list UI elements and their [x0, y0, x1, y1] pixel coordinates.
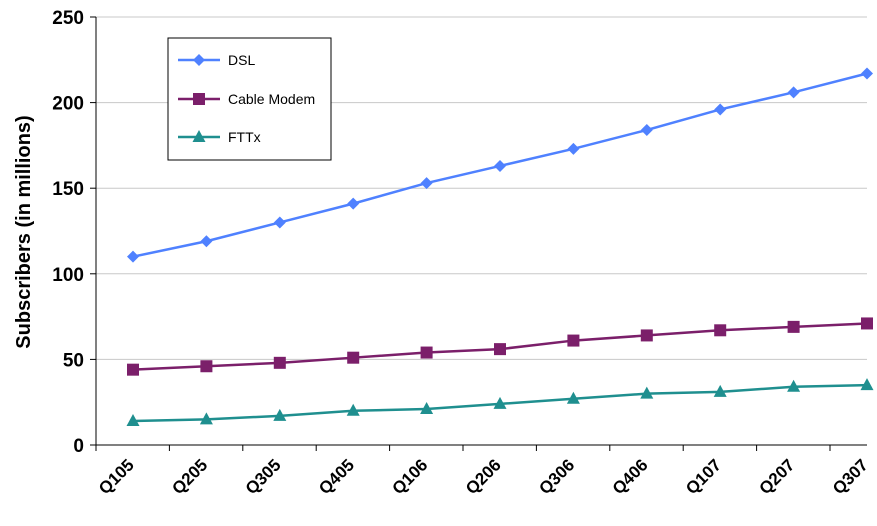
- x-tick-label: Q107: [682, 455, 725, 498]
- data-point-marker: [787, 320, 800, 333]
- x-tick-label: Q406: [609, 455, 652, 498]
- x-tick-label: Q105: [95, 455, 138, 498]
- data-point-marker: [200, 360, 213, 373]
- data-point-marker: [193, 54, 205, 66]
- data-point-marker: [420, 346, 433, 359]
- y-tick-label: 200: [52, 94, 84, 115]
- legend-label: FTTx: [228, 129, 261, 145]
- data-point-marker: [199, 412, 213, 425]
- y-tick-label: 0: [73, 436, 84, 457]
- data-point-marker: [193, 93, 205, 105]
- legend-label: Cable Modem: [228, 91, 315, 107]
- axes: [95, 17, 867, 446]
- data-point-marker: [127, 363, 139, 376]
- data-point-marker: [346, 403, 360, 416]
- x-tick-label: Q405: [315, 455, 358, 498]
- data-point-marker: [566, 391, 580, 404]
- series-group: [126, 67, 874, 427]
- data-point-marker: [861, 317, 873, 330]
- y-tick-label: 250: [52, 8, 84, 29]
- legend: DSL Cable Modem FTTx: [167, 37, 332, 161]
- data-point-marker: [126, 414, 140, 427]
- x-tick-label: Q206: [462, 455, 505, 498]
- data-point-marker: [493, 396, 507, 409]
- series-fttx: [126, 378, 874, 427]
- data-point-marker: [567, 142, 580, 155]
- data-point-marker: [420, 177, 433, 190]
- x-tick-label: Q207: [756, 455, 799, 498]
- x-tick-label: Q106: [389, 455, 432, 498]
- data-point-marker: [494, 159, 506, 172]
- x-tick-label: Q205: [168, 455, 211, 498]
- data-point-marker: [861, 67, 873, 80]
- data-point-marker: [713, 384, 727, 397]
- data-point-marker: [640, 386, 654, 399]
- data-point-marker: [787, 379, 801, 392]
- y-tick-label: 50: [63, 350, 84, 371]
- data-point-marker: [273, 216, 286, 229]
- data-point-marker: [567, 334, 580, 347]
- y-axis-label: Subscribers (in millions): [13, 115, 35, 348]
- x-tick-label: Q306: [535, 455, 578, 498]
- legend-label: DSL: [228, 52, 255, 68]
- series-dsl: [127, 67, 873, 263]
- data-point-marker: [347, 351, 360, 364]
- series-cable-modem: [127, 317, 873, 376]
- y-axis-ticks: 0 50 100 150 200 250: [52, 8, 96, 457]
- data-point-marker: [192, 130, 206, 142]
- data-point-marker: [420, 402, 434, 415]
- data-point-marker: [714, 103, 727, 116]
- data-point-marker: [127, 250, 139, 263]
- data-point-marker: [860, 378, 874, 391]
- data-point-marker: [714, 324, 727, 337]
- data-point-marker: [640, 329, 653, 342]
- x-tick-label: Q305: [242, 455, 285, 498]
- data-point-marker: [494, 343, 506, 356]
- y-tick-label: 150: [52, 179, 84, 200]
- y-tick-label: 100: [52, 265, 84, 286]
- data-point-marker: [273, 356, 286, 369]
- data-point-marker: [787, 86, 800, 99]
- data-point-marker: [200, 235, 213, 248]
- data-point-marker: [273, 408, 287, 421]
- data-point-marker: [347, 197, 360, 210]
- x-tick-label: Q307: [829, 455, 872, 498]
- x-axis-ticks: Q105 Q205 Q305 Q405 Q106 Q206 Q306 Q406 Q107 Q207…: [95, 445, 872, 498]
- data-point-marker: [640, 123, 653, 136]
